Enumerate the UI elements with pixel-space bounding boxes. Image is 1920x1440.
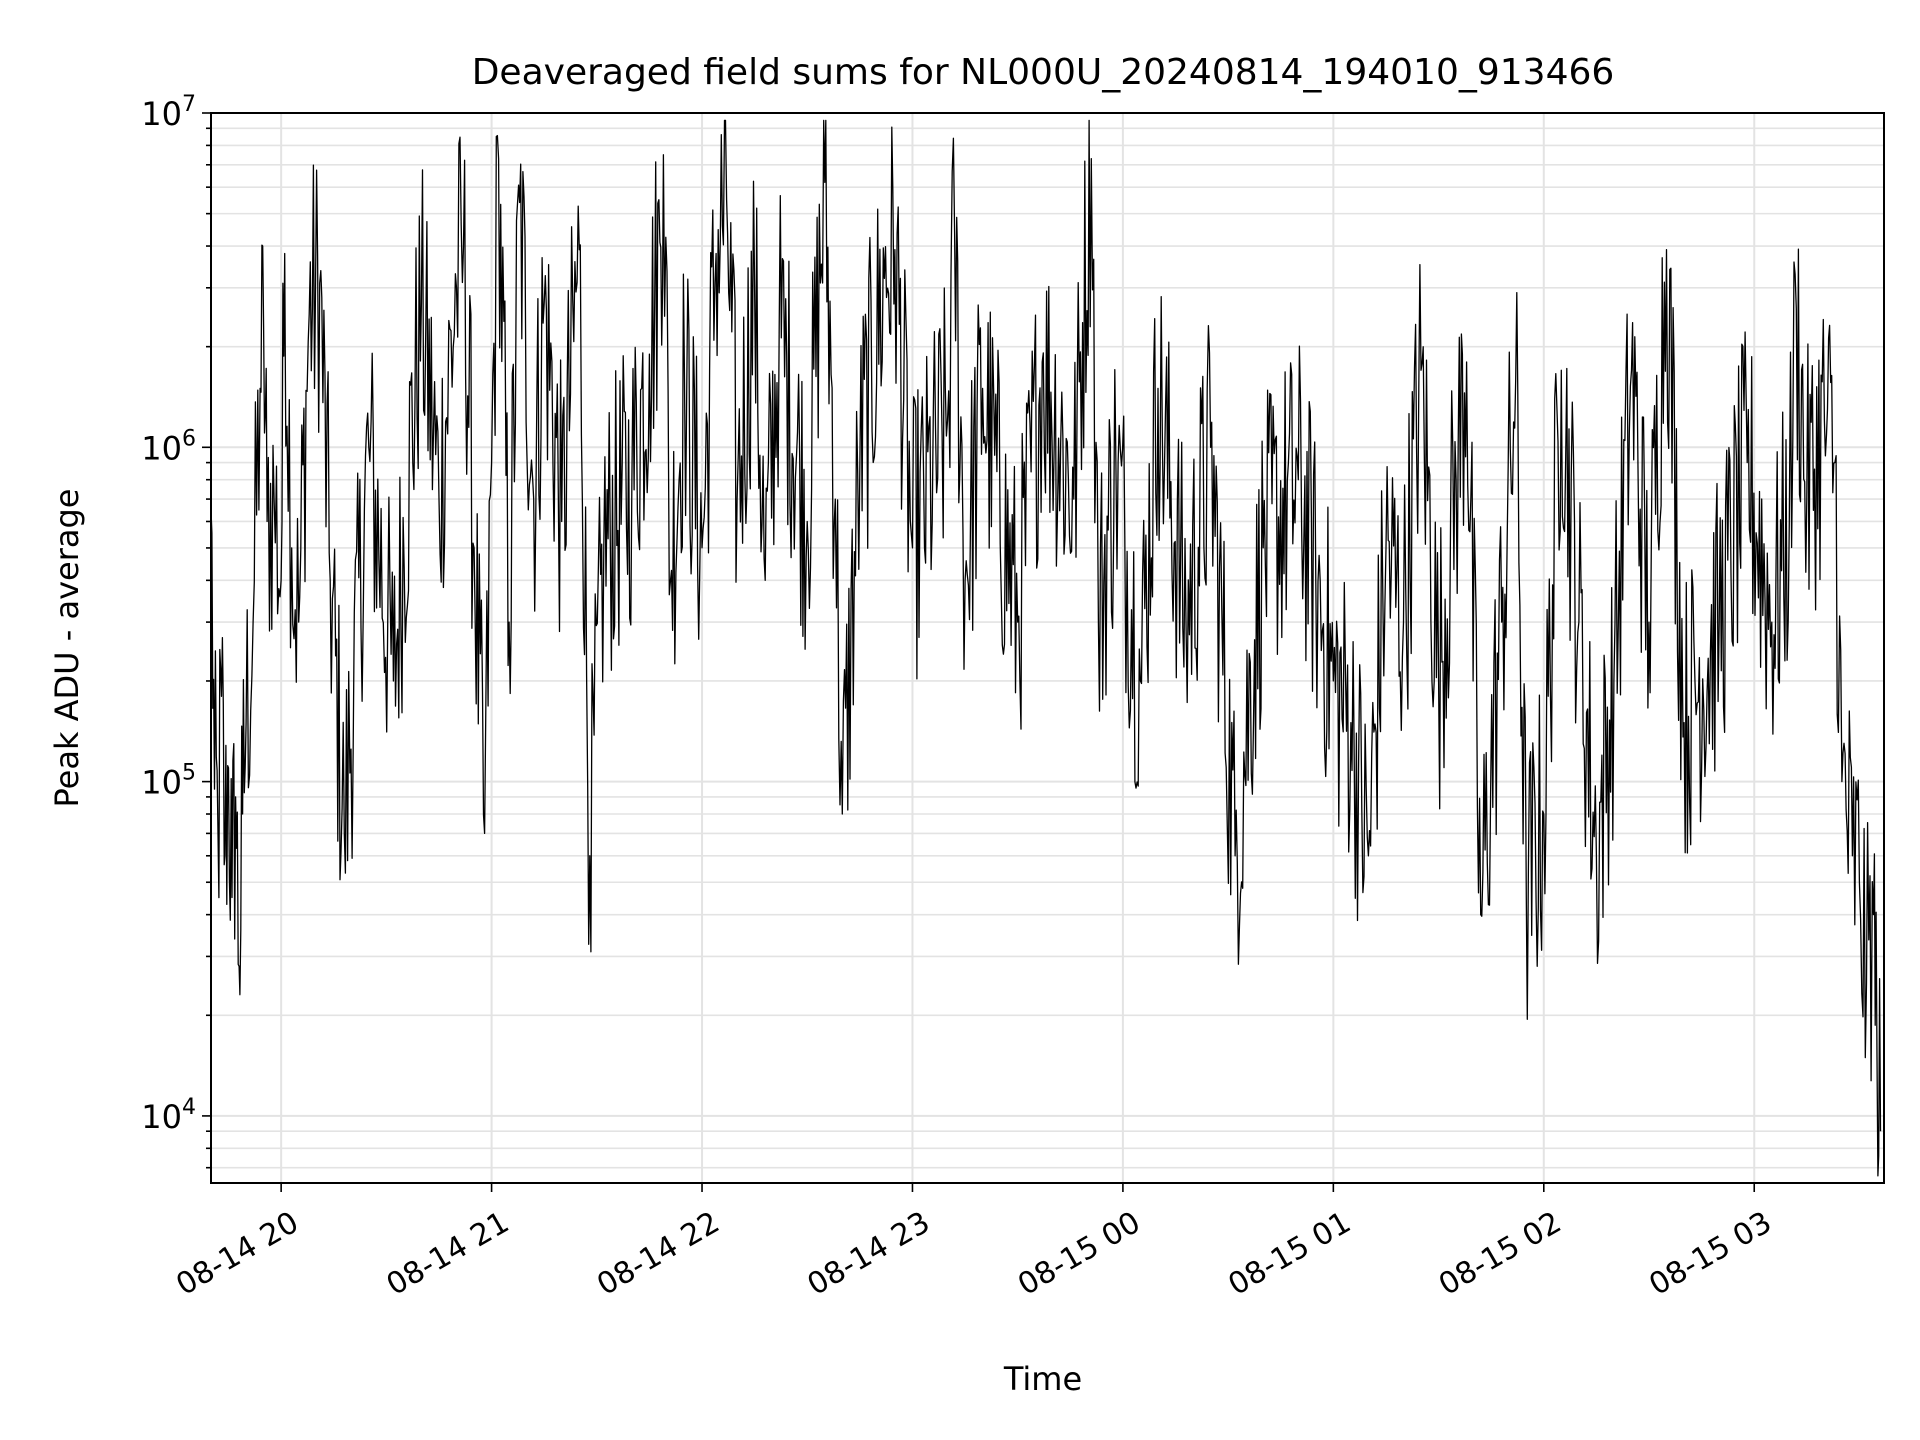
plot-area [210, 119, 1882, 1177]
y-tick-base: 10 [141, 1098, 182, 1136]
y-tick-label: 105 [141, 761, 196, 802]
y-tick-base: 10 [141, 764, 182, 802]
chart-title: Deaveraged field sums for NL000U_2024081… [472, 52, 1615, 93]
y-tick-base: 10 [141, 95, 182, 133]
y-tick-exponent: 7 [182, 92, 196, 117]
axes-frame [210, 112, 1885, 1184]
y-tick-base: 10 [141, 429, 182, 467]
y-tick-label: 107 [141, 92, 196, 133]
y-axis-label: Peak ADU - average [48, 489, 86, 808]
y-tick-exponent: 4 [182, 1095, 196, 1120]
y-tick-label: 106 [141, 426, 196, 467]
y-tick-exponent: 5 [182, 761, 196, 786]
series-line [210, 119, 1882, 1177]
y-tick-exponent: 6 [182, 426, 196, 451]
y-tick-label: 104 [141, 1095, 196, 1136]
x-axis-label: Time [1003, 1360, 1082, 1398]
